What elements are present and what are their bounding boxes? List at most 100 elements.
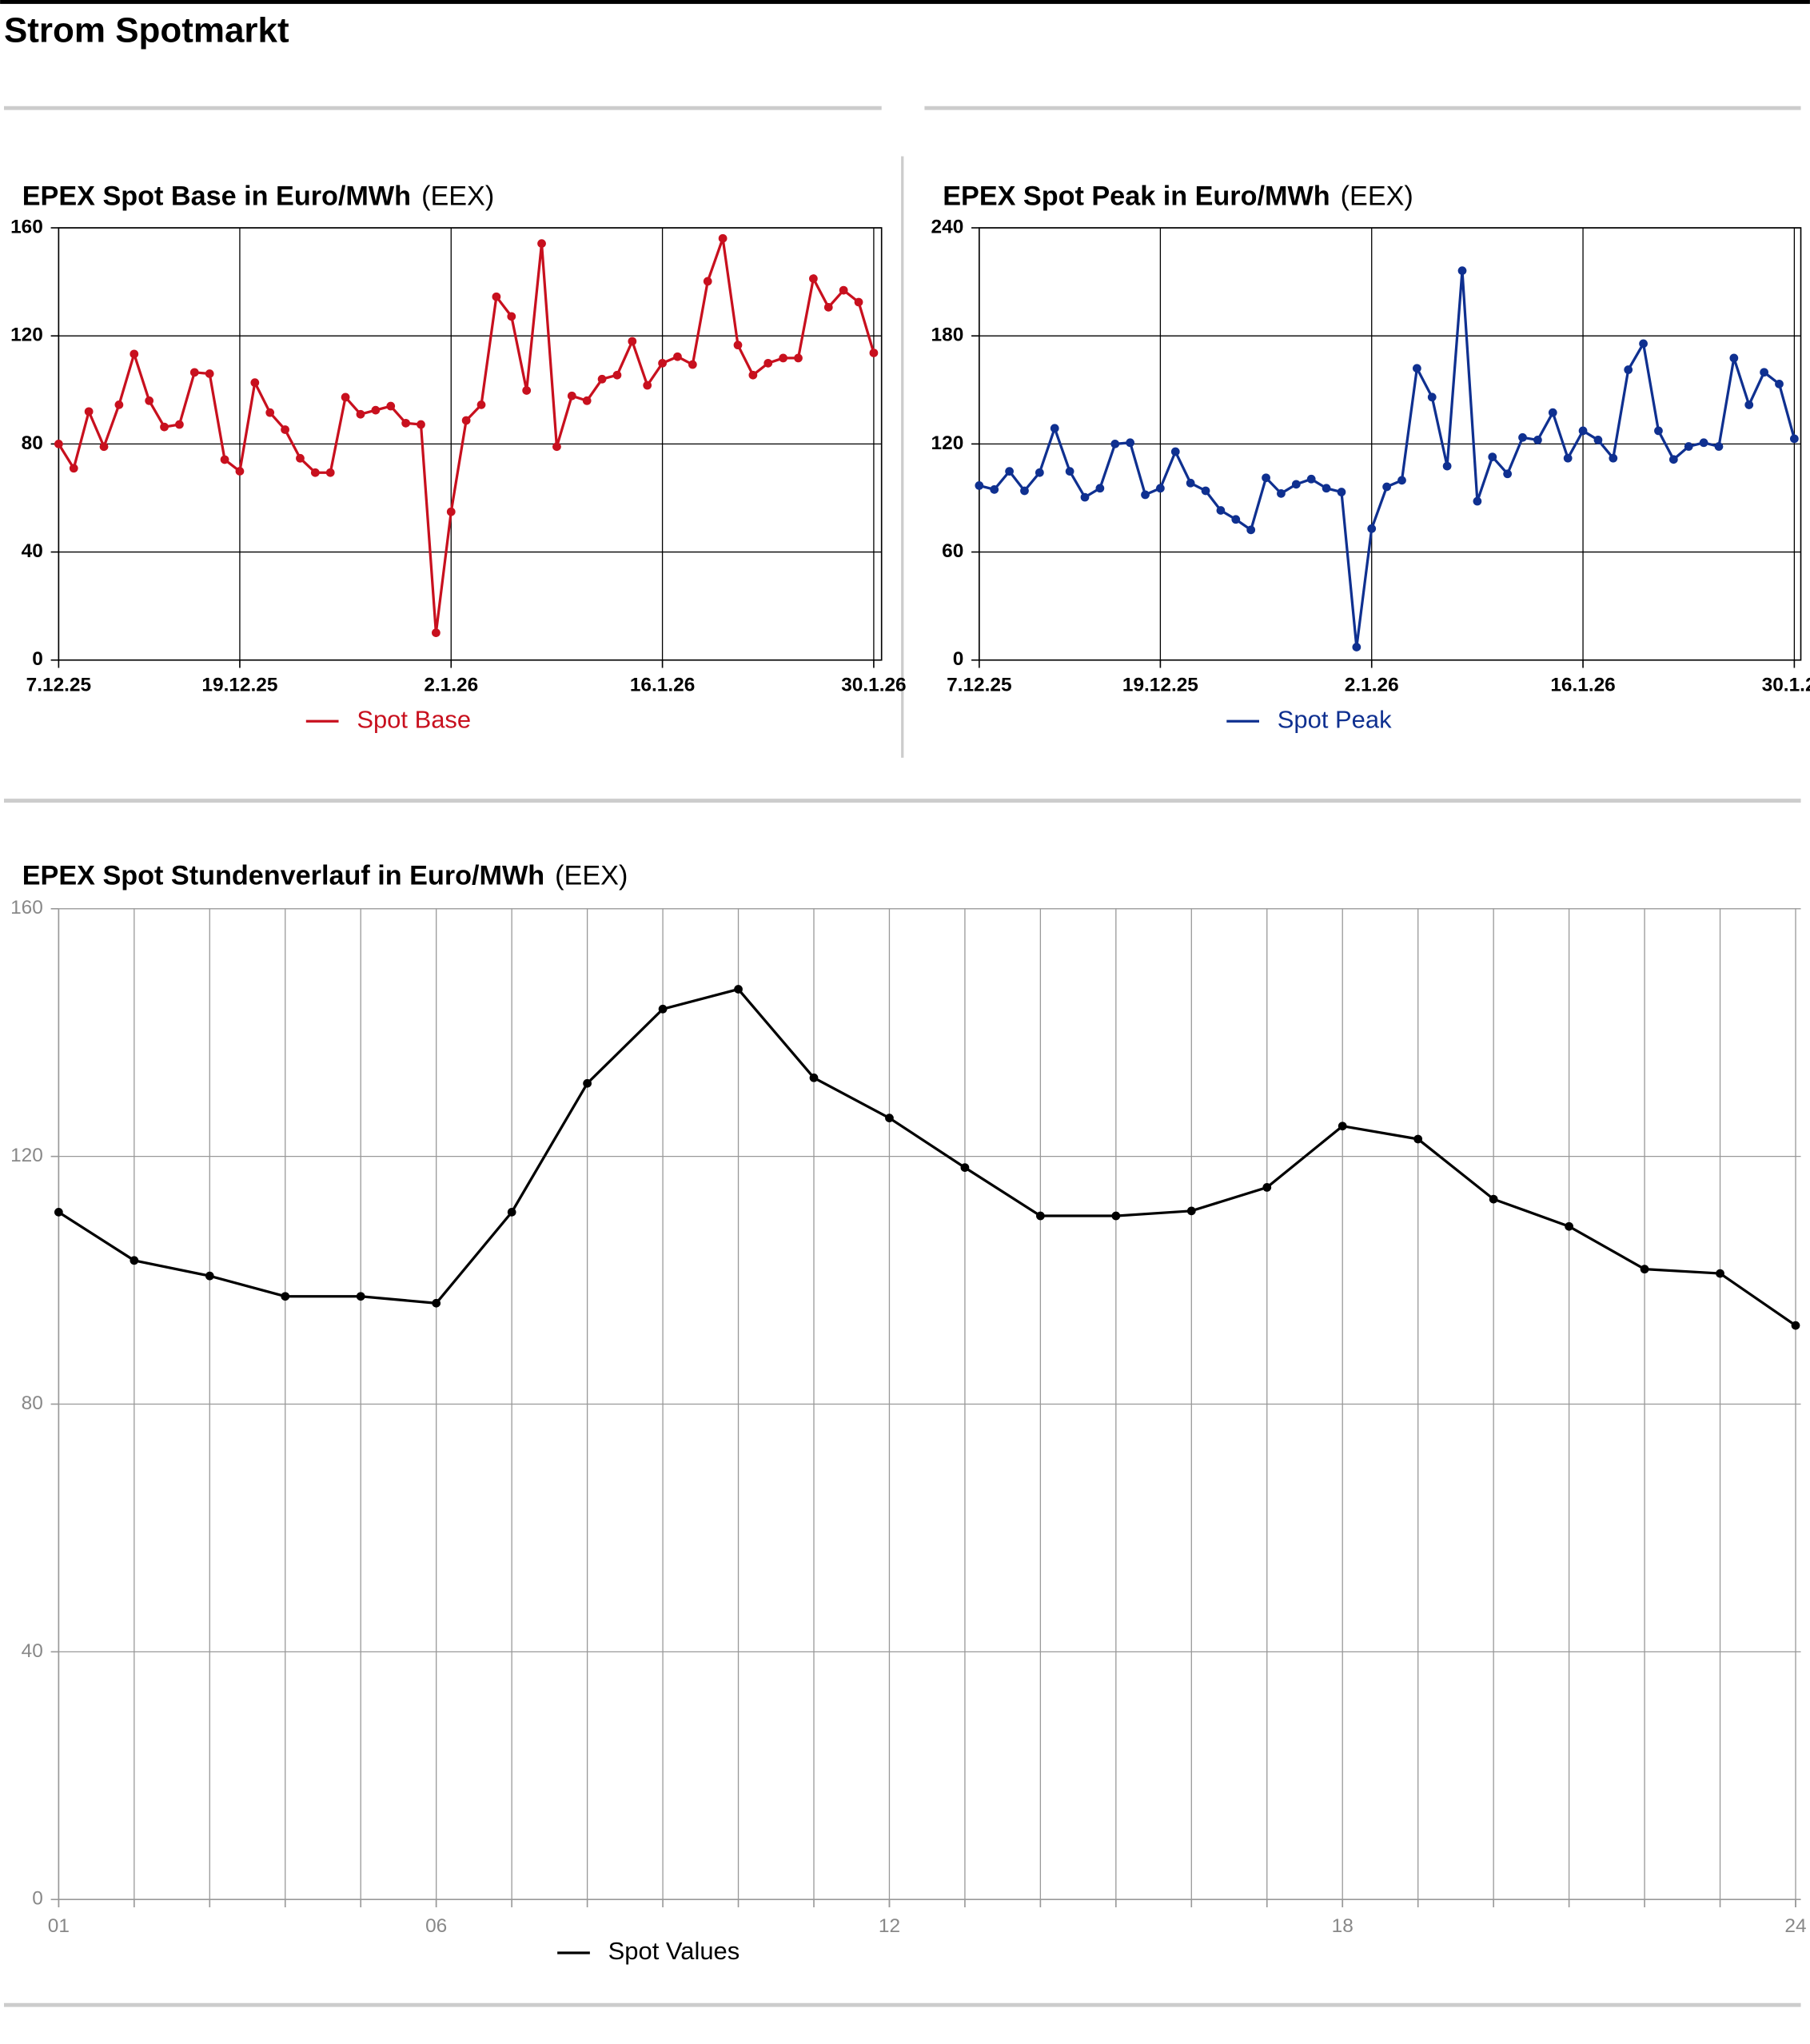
data-point xyxy=(281,1292,290,1301)
data-point xyxy=(763,358,773,368)
data-point xyxy=(160,422,169,432)
data-point xyxy=(1005,467,1014,476)
x-tick-label: 12 xyxy=(879,1915,900,1937)
data-point xyxy=(310,468,320,477)
data-point xyxy=(1036,1211,1045,1221)
chart-source: (EEX) xyxy=(1341,181,1413,212)
y-tick-label: 120 xyxy=(10,325,43,346)
data-point xyxy=(582,396,592,405)
data-point xyxy=(673,352,682,361)
data-point xyxy=(1427,392,1437,402)
data-point xyxy=(432,628,441,637)
data-point xyxy=(281,425,289,434)
data-point xyxy=(779,353,788,363)
data-point xyxy=(885,1114,894,1123)
data-point xyxy=(446,507,456,516)
y-tick-label: 80 xyxy=(22,432,43,454)
data-point xyxy=(1050,424,1059,433)
y-tick-label: 160 xyxy=(10,897,43,918)
legend-label: Spot Peak xyxy=(1278,705,1392,733)
data-point xyxy=(1668,455,1678,464)
data-point xyxy=(658,1004,668,1014)
x-tick-label: 06 xyxy=(425,1915,447,1937)
data-point xyxy=(839,285,848,295)
data-point xyxy=(1338,1122,1347,1131)
y-tick-label: 120 xyxy=(10,1145,43,1166)
x-tick-label: 30.1.26 xyxy=(841,675,906,696)
data-point xyxy=(1170,447,1180,456)
data-point xyxy=(794,353,803,363)
data-point xyxy=(220,455,229,464)
x-tick-label: 19.12.25 xyxy=(201,675,277,696)
data-point xyxy=(1277,488,1286,498)
legend-label: Spot Base xyxy=(357,705,471,733)
data-point xyxy=(175,420,184,429)
x-tick-label: 01 xyxy=(48,1915,70,1937)
data-point xyxy=(1639,339,1648,349)
data-point xyxy=(1367,524,1377,533)
data-point xyxy=(1457,266,1467,276)
data-point xyxy=(975,481,984,490)
data-point xyxy=(1020,486,1029,496)
data-point xyxy=(1790,434,1799,444)
data-point xyxy=(1231,515,1241,524)
data-point xyxy=(1413,1134,1423,1144)
data-point xyxy=(205,369,214,378)
data-point xyxy=(1352,643,1361,651)
x-tick-label: 19.12.25 xyxy=(1122,675,1198,696)
data-point xyxy=(401,418,410,428)
data-point xyxy=(432,1298,441,1308)
data-point xyxy=(1565,1221,1573,1231)
data-point xyxy=(823,302,833,312)
data-point xyxy=(1080,492,1090,502)
data-point xyxy=(1156,484,1165,493)
data-point xyxy=(628,337,637,346)
data-point xyxy=(1533,436,1542,444)
data-point xyxy=(1503,469,1513,479)
x-tick-label: 2.1.26 xyxy=(1345,675,1399,696)
data-point xyxy=(507,312,516,321)
data-point xyxy=(1186,1206,1196,1216)
y-tick-label: 0 xyxy=(953,648,964,670)
data-point xyxy=(522,386,532,395)
data-point xyxy=(1291,480,1301,489)
data-point xyxy=(854,297,863,307)
data-point xyxy=(1593,436,1603,444)
data-point xyxy=(1412,364,1421,373)
data-point xyxy=(1548,408,1557,417)
data-point xyxy=(1095,484,1105,493)
data-point xyxy=(461,416,471,425)
data-point xyxy=(476,400,486,409)
data-point xyxy=(99,442,109,452)
x-tick-label: 16.1.26 xyxy=(1550,675,1615,696)
data-point xyxy=(1035,468,1044,477)
chart-title: EPEX Spot Stundenverlauf in Euro/MWh xyxy=(22,861,544,891)
data-point xyxy=(658,358,667,368)
data-point xyxy=(114,400,124,409)
data-point xyxy=(688,360,697,369)
data-point xyxy=(1442,461,1452,471)
data-point xyxy=(1488,452,1497,461)
data-point xyxy=(130,349,139,359)
data-point xyxy=(205,1271,214,1281)
data-point xyxy=(1262,1183,1272,1192)
plot-frame xyxy=(979,227,1802,661)
data-point xyxy=(748,370,758,380)
data-point xyxy=(235,467,245,476)
data-point xyxy=(54,1208,63,1217)
data-point xyxy=(1714,442,1724,451)
data-point xyxy=(54,439,63,448)
data-point xyxy=(1640,1265,1649,1274)
data-point xyxy=(1473,496,1482,506)
data-point xyxy=(145,396,154,405)
data-point xyxy=(718,233,728,243)
data-point xyxy=(1186,478,1195,488)
data-point xyxy=(1246,525,1256,535)
data-point xyxy=(1322,484,1331,493)
data-point xyxy=(990,484,999,494)
data-point xyxy=(1382,482,1391,492)
data-point xyxy=(643,381,652,390)
data-point xyxy=(869,349,879,357)
x-tick-label: 7.12.25 xyxy=(947,675,1011,696)
